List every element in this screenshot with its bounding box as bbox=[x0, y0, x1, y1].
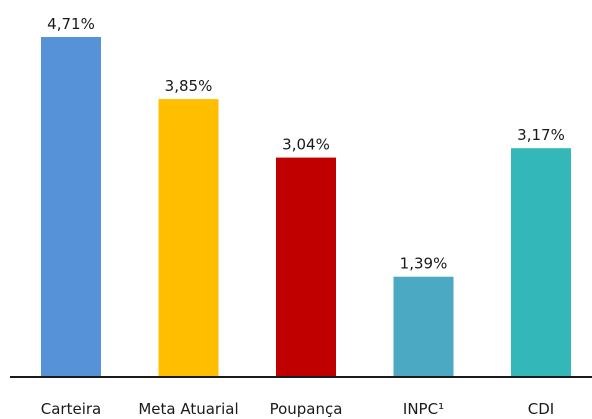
x-tick-label-4: CDI bbox=[528, 400, 554, 418]
bars-group bbox=[41, 37, 571, 377]
value-label-1: 3,85% bbox=[165, 77, 213, 95]
x-tick-label-0: Carteira bbox=[41, 400, 101, 418]
value-label-3: 1,39% bbox=[400, 255, 448, 273]
bar-1 bbox=[158, 99, 219, 377]
x-tick-label-3: INPC¹ bbox=[403, 400, 444, 418]
value-label-0: 4,71% bbox=[47, 15, 95, 33]
x-tick-labels-group: Carteira Meta Atuarial Poupança INPC¹ CDI bbox=[41, 400, 554, 418]
bar-3 bbox=[393, 276, 454, 377]
bar-4 bbox=[511, 148, 571, 377]
bar-0 bbox=[41, 37, 101, 377]
value-label-2: 3,04% bbox=[282, 136, 330, 154]
bar-2 bbox=[276, 157, 336, 377]
x-tick-label-1: Meta Atuarial bbox=[138, 400, 238, 418]
value-labels-group: 4,71% 3,85% 3,04% 1,39% 3,17% bbox=[47, 15, 565, 273]
x-tick-label-2: Poupança bbox=[270, 400, 343, 418]
value-label-4: 3,17% bbox=[517, 126, 565, 144]
